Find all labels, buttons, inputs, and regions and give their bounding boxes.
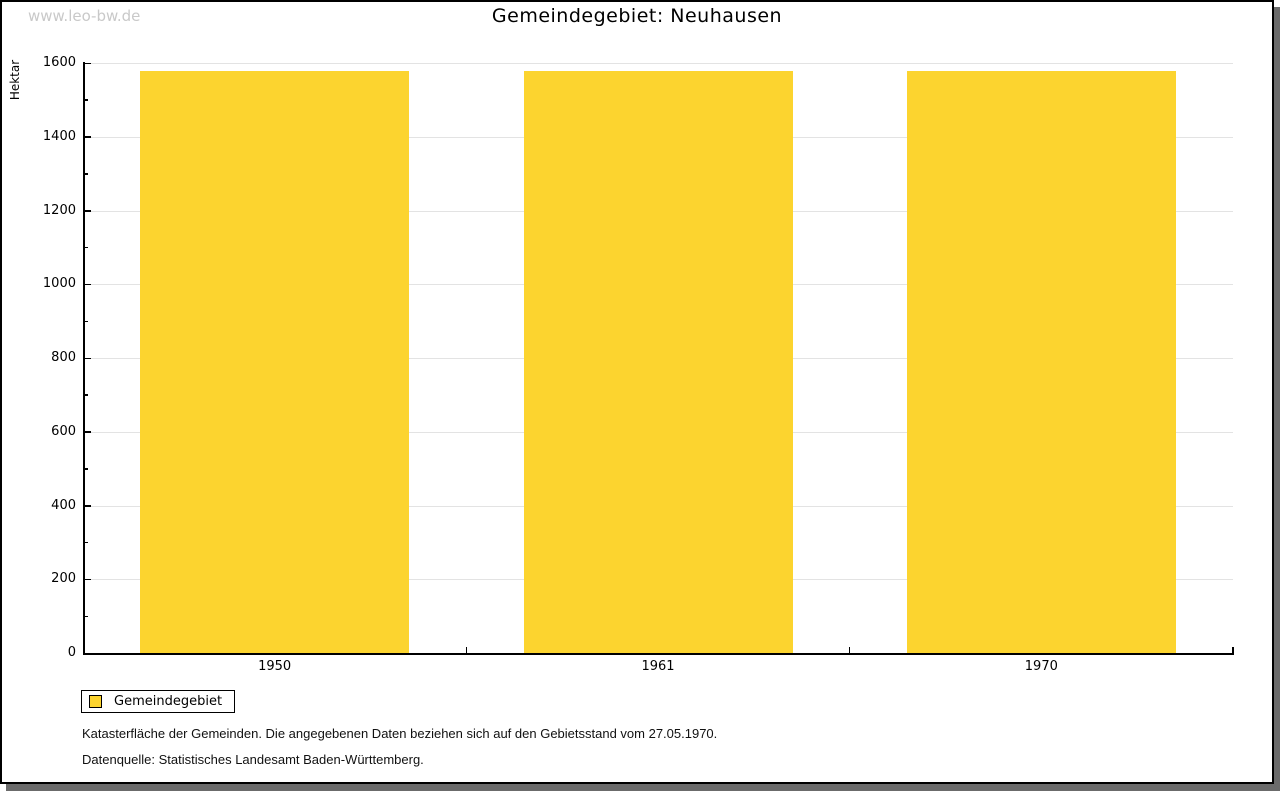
y-minor-tick bbox=[83, 99, 88, 101]
y-major-tick bbox=[83, 357, 91, 359]
x-boundary-tick bbox=[1232, 647, 1234, 653]
y-tick-label: 200 bbox=[51, 571, 76, 587]
y-major-tick bbox=[83, 136, 91, 138]
chart-title: Gemeindegebiet: Neuhausen bbox=[491, 5, 783, 27]
y-minor-tick bbox=[83, 246, 88, 249]
legend-swatch bbox=[89, 695, 102, 708]
y-major-tick bbox=[83, 578, 91, 581]
y-tick-label: 1000 bbox=[42, 276, 76, 292]
x-boundary-tick bbox=[465, 647, 468, 653]
y-tick-label: 1600 bbox=[42, 55, 76, 70]
y-tick-label: 1400 bbox=[42, 128, 76, 144]
y-major-tick bbox=[83, 505, 91, 507]
y-major-tick bbox=[83, 283, 91, 286]
watermark: www.leo-bw.de bbox=[28, 7, 141, 25]
y-minor-tick bbox=[83, 615, 88, 618]
y-major-tick bbox=[83, 210, 91, 212]
footnote-line1: Katasterfläche der Gemeinden. Die angege… bbox=[82, 726, 718, 741]
y-tick-label: 600 bbox=[51, 423, 76, 439]
y-minor-tick bbox=[83, 541, 88, 544]
y-major-tick bbox=[83, 431, 91, 433]
x-boundary-tick bbox=[848, 647, 851, 653]
y-tick-label: 0 bbox=[67, 645, 76, 660]
y-axis-line bbox=[83, 62, 85, 653]
x-axis-line bbox=[83, 653, 1234, 655]
y-minor-tick bbox=[83, 320, 88, 323]
y-axis-label: Hektar bbox=[8, 59, 22, 101]
y-minor-tick bbox=[83, 468, 88, 470]
y-tick-label: 400 bbox=[51, 497, 76, 513]
bar-1961 bbox=[523, 71, 793, 653]
y-tick-label: 800 bbox=[51, 350, 76, 365]
y-minor-tick bbox=[83, 173, 88, 175]
y-major-tick bbox=[83, 62, 91, 64]
bar-1970 bbox=[906, 71, 1176, 653]
bar-1950 bbox=[140, 71, 410, 653]
legend: Gemeindegebiet bbox=[81, 690, 236, 713]
y-minor-tick bbox=[83, 394, 88, 396]
x-tick-label: 1970 bbox=[1024, 659, 1058, 674]
x-tick-label: 1950 bbox=[258, 659, 292, 674]
x-tick-label: 1961 bbox=[641, 659, 675, 674]
footnote-line2: Datenquelle: Statistisches Landesamt Bad… bbox=[82, 752, 424, 767]
y-tick-label: 1200 bbox=[42, 202, 76, 218]
gridline bbox=[84, 63, 1233, 64]
legend-label: Gemeindegebiet bbox=[114, 694, 223, 709]
